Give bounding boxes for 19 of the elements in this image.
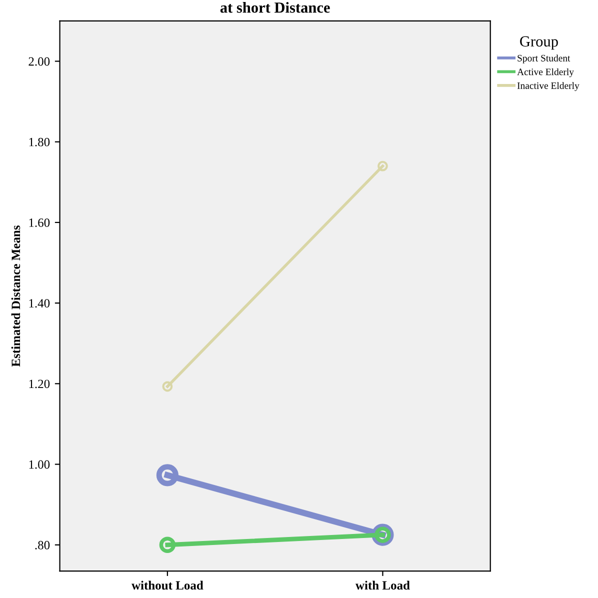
y-tick-label: .80 [35,540,50,550]
x-tick-label: with Load [355,580,410,590]
legend-label: Sport Student [518,54,570,64]
point [159,536,176,554]
y-tick-label: 1.20 [29,380,50,388]
point [162,381,173,392]
y-tick-label: 1.60 [29,218,50,227]
y-tick-label: 1.40 [29,299,50,308]
y-tick-label: 1.00 [29,460,50,469]
y-axis-title: Estimated Distance Means [11,225,20,367]
point [156,464,178,486]
legend-title: Group [520,36,558,50]
legend-label: Active Elderly [517,68,574,78]
x-tick-label: without Load [132,580,204,590]
y-tick-label: 2.00 [28,57,50,66]
point [378,160,388,172]
legend-label: Inactive Elderly [517,82,580,91]
y-tick-label: 1.80 [29,138,50,146]
chart-title: at short Distance [220,2,330,13]
